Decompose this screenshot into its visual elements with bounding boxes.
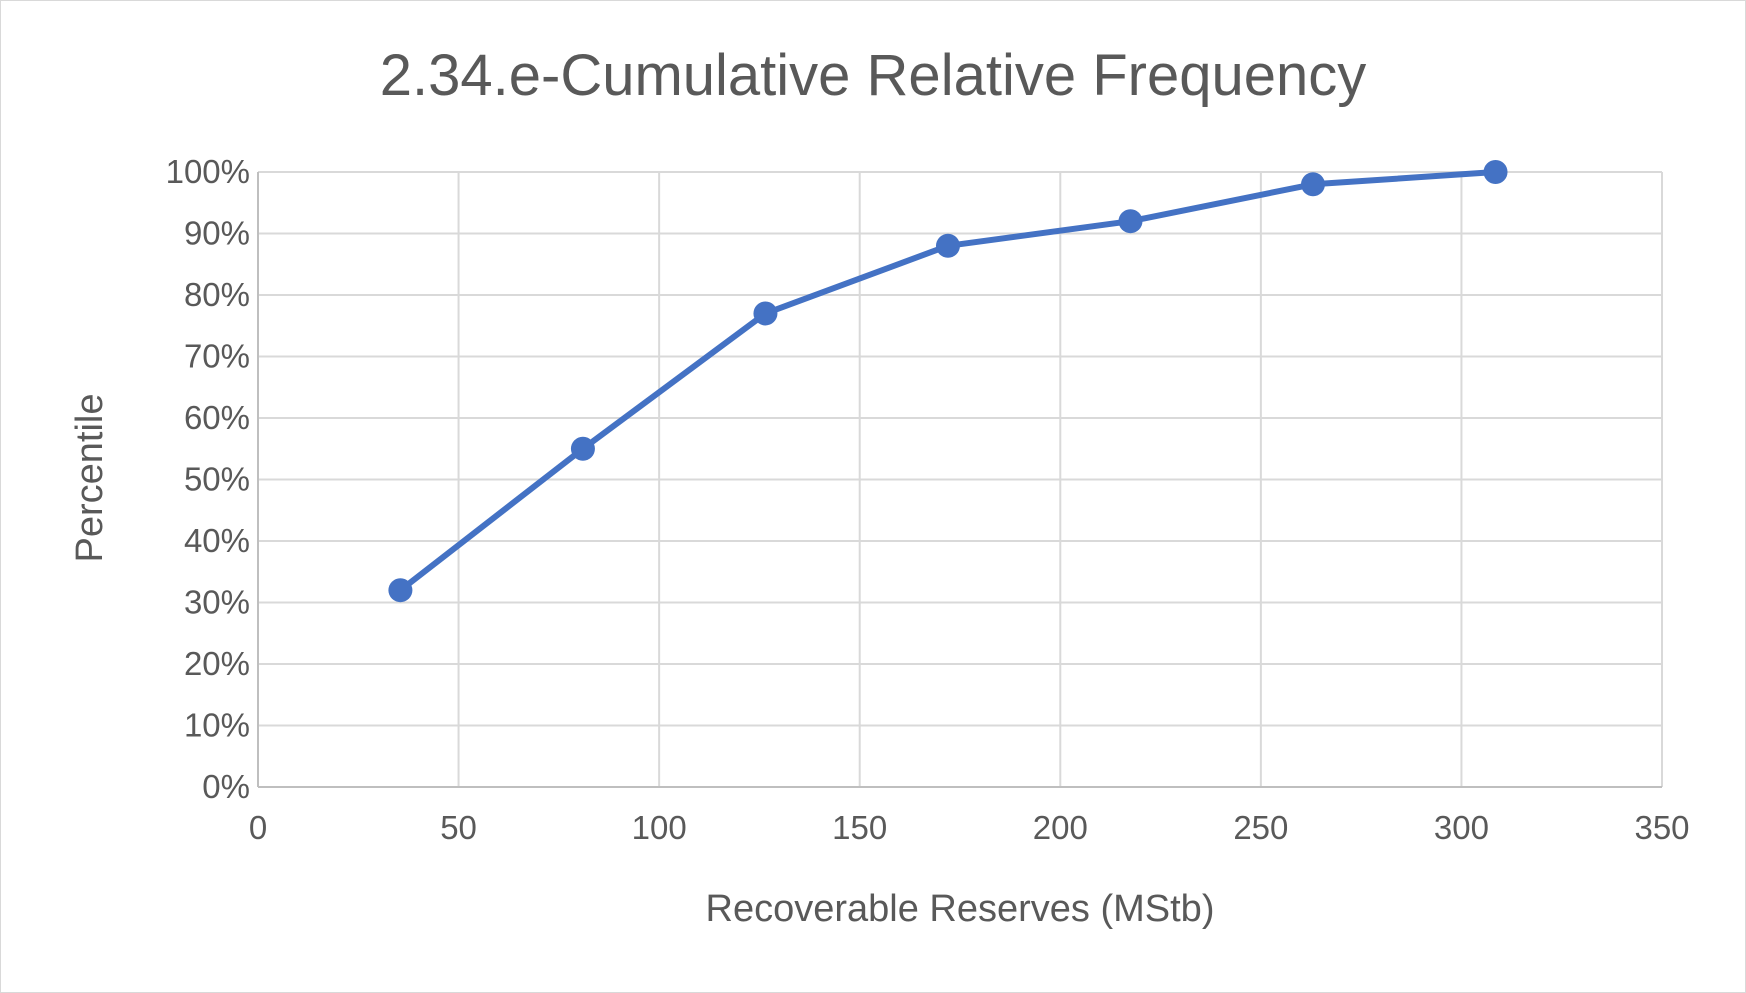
- y-tick-label: 70%: [184, 338, 250, 375]
- y-tick-label: 10%: [184, 707, 250, 744]
- data-series: [388, 160, 1508, 603]
- x-tick-label: 350: [1634, 809, 1689, 846]
- y-tick-label: 30%: [184, 584, 250, 621]
- chart-title: 2.34.e-Cumulative Relative Frequency: [380, 43, 1366, 108]
- x-tick-label: 200: [1033, 809, 1088, 846]
- y-tick-label: 40%: [184, 522, 250, 559]
- y-tick-label: 90%: [184, 215, 250, 252]
- y-tick-label: 20%: [184, 645, 250, 682]
- x-axis-title: Recoverable Reserves (MStb): [706, 888, 1215, 930]
- gridlines: [258, 171, 1663, 787]
- x-tick-label: 50: [440, 809, 477, 846]
- y-tick-label: 50%: [184, 461, 250, 498]
- data-point-marker: [1483, 160, 1508, 184]
- x-tick-labels: 0 50 100 150 200 250 300 350: [249, 809, 1690, 846]
- x-tick-label: 250: [1233, 809, 1288, 846]
- data-point-marker: [1301, 172, 1326, 197]
- data-point-marker: [388, 578, 413, 603]
- y-tick-labels: 0% 10% 20% 30% 40% 50% 60% 70% 80% 90% 100%: [166, 153, 250, 805]
- data-point-marker: [570, 436, 595, 461]
- x-tick-label: 300: [1434, 809, 1489, 846]
- x-tick-label: 0: [249, 809, 267, 846]
- x-tick-label: 150: [832, 809, 887, 846]
- axes: [257, 172, 1662, 788]
- data-point-marker: [753, 301, 778, 326]
- y-tick-label: 100%: [166, 153, 250, 190]
- x-tick-label: 100: [632, 809, 687, 846]
- y-tick-label: 80%: [184, 276, 250, 313]
- data-point-marker: [935, 233, 960, 258]
- y-tick-label: 0%: [202, 768, 250, 805]
- y-tick-label: 60%: [184, 399, 250, 436]
- y-axis-title: Percentile: [69, 394, 111, 563]
- data-point-marker: [1118, 209, 1143, 234]
